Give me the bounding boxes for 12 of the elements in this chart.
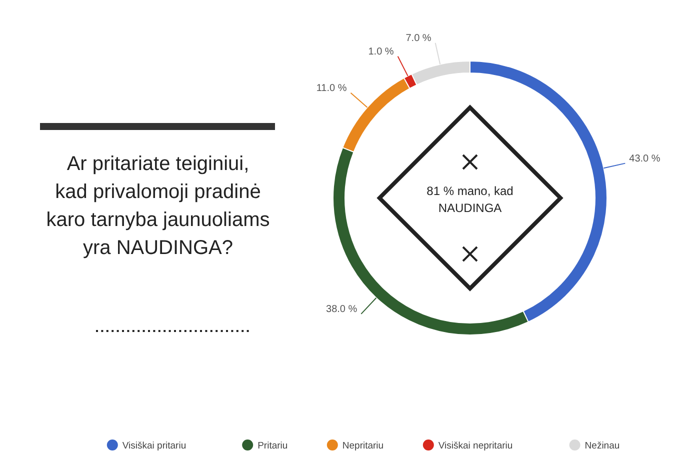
- legend-label: Nežinau: [584, 440, 620, 452]
- text: Ar pritariate teiginiui, kad privalomoji pradinė karo tarnyba jaunuoliams yra NAUDINGA?: [46, 153, 270, 259]
- legend-label: Visiškai nepritariu: [438, 440, 513, 452]
- data-label: 11.0 %: [316, 82, 347, 94]
- data-label: 1.0 %: [368, 46, 394, 58]
- legend-label: Pritariu: [258, 440, 288, 452]
- legend-label: Visiškai pritariu: [122, 440, 186, 452]
- legend-label: Nepritariu: [342, 440, 384, 452]
- data-label: 7.0 %: [406, 32, 432, 44]
- text: 81 % mano, kad NAUDINGA: [426, 184, 514, 215]
- data-label: 43.0 %: [629, 153, 660, 164]
- data-label: 38.0 %: [326, 304, 358, 315]
